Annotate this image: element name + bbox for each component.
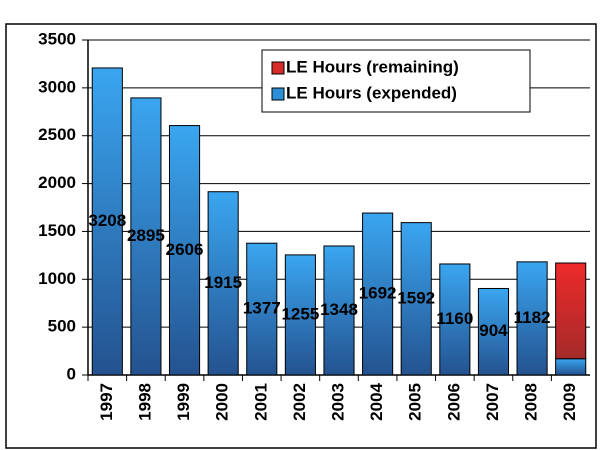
y-tick-label: 2500 bbox=[38, 125, 76, 144]
x-tick-label: 1998 bbox=[135, 383, 154, 421]
data-label: 2606 bbox=[166, 240, 204, 259]
legend: LE Hours (remaining) LE Hours (expended) bbox=[261, 49, 531, 113]
x-tick-label: 2008 bbox=[522, 383, 541, 421]
bar bbox=[477, 287, 510, 376]
data-label: 2895 bbox=[127, 226, 165, 245]
bar bbox=[91, 67, 123, 376]
y-tick-label: 500 bbox=[48, 317, 76, 336]
bar bbox=[284, 254, 316, 376]
data-label: 1348 bbox=[320, 300, 358, 319]
bar bbox=[362, 212, 394, 376]
x-tick-label: 2003 bbox=[328, 383, 347, 421]
legend-box bbox=[261, 49, 531, 113]
x-tick-label: 2000 bbox=[213, 383, 232, 421]
y-tick-label: 1000 bbox=[38, 269, 76, 288]
data-label: 904 bbox=[479, 321, 508, 340]
x-tick-label: 1999 bbox=[174, 383, 193, 421]
bar bbox=[439, 263, 471, 376]
y-tick-label: 1500 bbox=[38, 221, 76, 240]
bar bbox=[246, 242, 278, 376]
y-tick-label: 3000 bbox=[38, 77, 76, 96]
bar bbox=[168, 125, 201, 376]
bar bbox=[207, 191, 239, 376]
data-label: 1182 bbox=[514, 308, 551, 327]
frame bbox=[5, 23, 597, 449]
legend-label: LE Hours (expended) bbox=[286, 83, 457, 102]
x-tick-label: 2007 bbox=[483, 383, 502, 421]
x-tick-label: 2005 bbox=[406, 383, 425, 421]
x-tick-label: 2006 bbox=[444, 383, 463, 421]
x-tick-label: 2004 bbox=[367, 382, 386, 420]
data-label: 1692 bbox=[359, 284, 397, 303]
data-label: 1915 bbox=[204, 273, 242, 292]
y-tick-label: 3500 bbox=[38, 29, 76, 48]
bar bbox=[130, 97, 162, 376]
data-label: 3208 bbox=[88, 211, 126, 230]
data-label: 1160 bbox=[436, 309, 473, 328]
data-label: 1255 bbox=[281, 304, 319, 323]
legend-label: LE Hours (remaining) bbox=[286, 57, 459, 76]
x-tick-label: 2002 bbox=[290, 383, 309, 421]
bar bbox=[400, 222, 432, 376]
bar bbox=[555, 262, 587, 360]
y-tick-label: 2000 bbox=[38, 173, 76, 192]
bar bbox=[555, 358, 587, 376]
x-tick-label: 2001 bbox=[251, 383, 270, 421]
bar bbox=[323, 245, 355, 376]
x-tick-label: 1997 bbox=[97, 383, 116, 421]
x-tick-label: 2009 bbox=[560, 383, 579, 421]
data-label: 1592 bbox=[397, 288, 435, 307]
legend-swatch bbox=[271, 61, 285, 75]
legend-swatch bbox=[271, 87, 285, 101]
y-tick-label: 0 bbox=[67, 364, 76, 383]
data-label: 1377 bbox=[243, 299, 281, 318]
bar bbox=[516, 261, 548, 376]
